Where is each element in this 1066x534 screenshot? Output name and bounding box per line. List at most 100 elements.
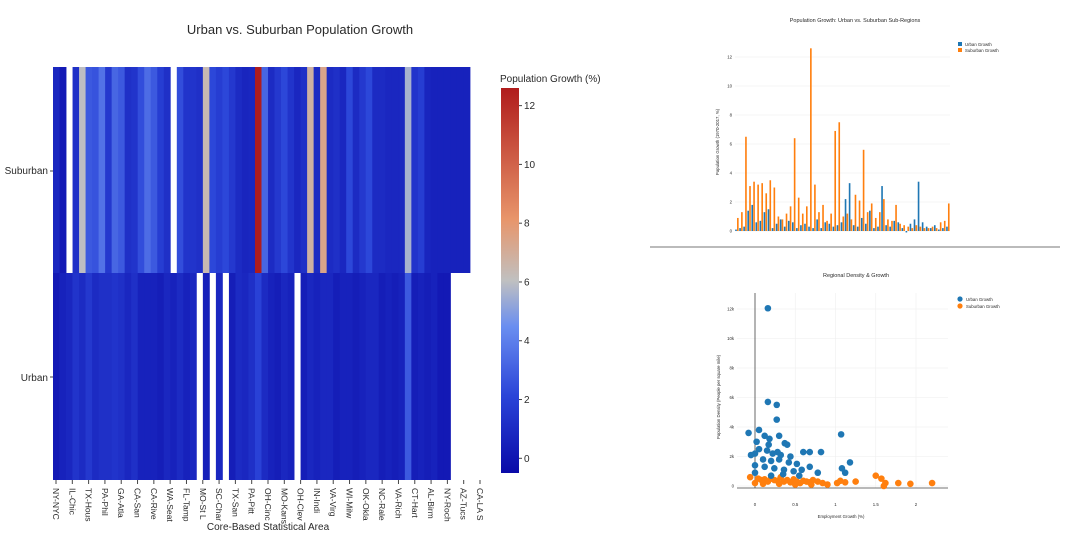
heatmap-cell-suburban xyxy=(137,67,145,273)
bar-urban xyxy=(812,228,814,231)
heatmap-cell-suburban xyxy=(183,67,191,273)
scatter-point-suburban xyxy=(880,482,888,490)
bar-suburban xyxy=(793,138,796,231)
bar-urban xyxy=(856,226,859,231)
heatmap-cell-urban xyxy=(443,273,451,480)
scatter-point-suburban xyxy=(751,479,759,487)
scatter-point-urban xyxy=(785,459,793,466)
heatmap-cell-urban xyxy=(150,273,158,480)
bar-urban xyxy=(901,228,904,231)
heatmap-cell-urban xyxy=(274,273,282,480)
colorbar-tick-label: 12 xyxy=(524,101,536,112)
scatter-point-suburban xyxy=(775,480,783,488)
colorbar-tick-label: 8 xyxy=(524,219,530,230)
heatmap-x-tick-label: NY-NYC xyxy=(51,488,61,520)
scatter-y-tick-label: 10k xyxy=(727,336,735,341)
bar-chart: Population Growth: Urban vs. Suburban Su… xyxy=(715,18,999,234)
heatmap-x-tick-label: CA-San xyxy=(133,488,143,518)
heatmap-cell-suburban xyxy=(437,67,445,273)
row-label-urban: Urban xyxy=(21,373,48,384)
heatmap-cell-urban xyxy=(313,273,321,480)
bar-suburban xyxy=(810,48,812,231)
heatmap-cell-urban xyxy=(105,273,113,480)
heatmap-cell-suburban xyxy=(294,67,301,273)
heatmap-x-tick-label: CT-Hart xyxy=(410,488,420,518)
scatter-point-urban xyxy=(795,472,803,479)
heatmap-cell-urban xyxy=(176,273,184,480)
bar-y-tick-label: 8 xyxy=(730,113,733,118)
heatmap-chart: Urban vs. Suburban Population Growth Sub… xyxy=(5,22,601,533)
heatmap-cell-suburban xyxy=(333,67,341,273)
heatmap-x-tick-label: OH-Clev xyxy=(296,488,306,521)
bar-urban xyxy=(921,222,924,231)
scatter-point-suburban xyxy=(746,473,754,481)
heatmap-x-tick-label: MO-St L xyxy=(198,488,208,520)
legend-swatch-urban xyxy=(958,42,962,46)
bar-suburban xyxy=(935,228,938,231)
scatter-point-urban xyxy=(798,466,805,474)
bar-suburban xyxy=(789,206,792,231)
heatmap-x-tick-label: VA-Virg xyxy=(328,488,338,517)
heatmap-cell-suburban xyxy=(365,67,373,273)
heatmap-cell-urban xyxy=(241,273,249,480)
bar-urban xyxy=(755,222,758,231)
heatmap-cell-suburban xyxy=(150,67,158,273)
bar-urban xyxy=(816,219,818,231)
scatter-point-suburban xyxy=(841,479,849,486)
heatmap-x-tick-label: IL-Chic xyxy=(67,488,77,516)
heatmap-cell-urban xyxy=(248,273,256,480)
bar-y-tick-label: 2 xyxy=(730,200,733,205)
scatter-point-suburban xyxy=(907,480,914,488)
bar-urban xyxy=(751,204,754,231)
bar-suburban xyxy=(943,220,946,231)
bar-suburban xyxy=(838,122,841,231)
legend-label-urban: Urban Growth xyxy=(965,42,992,47)
bar-suburban xyxy=(757,184,759,231)
bar-suburban xyxy=(850,219,853,231)
heatmap-cell-suburban xyxy=(131,67,139,273)
scatter-chart: Regional Density & Growth Population Den… xyxy=(716,273,1000,519)
heatmap-row-labels: Suburban Urban xyxy=(5,166,53,384)
legend-label-suburban: Suburban Growth xyxy=(965,48,999,53)
bar-urban xyxy=(865,223,867,231)
heatmap-x-tick-label: NY-Roch xyxy=(442,488,452,522)
scatter-x-tick-label: 0.5 xyxy=(792,502,799,507)
scatter-y-tick-label: 6k xyxy=(729,395,734,400)
heatmap-cell-suburban xyxy=(404,67,412,273)
colorbar-ticks: 0 2 4 6 8 10 12 xyxy=(519,101,536,465)
scatter-point-urban xyxy=(764,304,772,312)
heatmap-cell-urban xyxy=(365,273,373,480)
scatter-point-urban xyxy=(755,445,763,453)
heatmap-cell-suburban xyxy=(85,67,93,273)
heatmap-cell-suburban xyxy=(59,67,67,273)
scatter-point-suburban xyxy=(928,479,936,487)
heatmap-cell-urban xyxy=(228,273,236,480)
bar-urban xyxy=(929,228,932,231)
scatter-x-tick-label: 1.5 xyxy=(873,502,880,507)
heatmap-cell-urban xyxy=(98,273,106,480)
heatmap-cell-suburban xyxy=(235,67,243,273)
heatmap-cell-urban xyxy=(326,273,334,480)
scatter-point-urban xyxy=(814,469,822,477)
heatmap-cell-urban xyxy=(215,273,223,480)
heatmap-cell-urban xyxy=(346,273,354,480)
heatmap-cell-urban xyxy=(163,273,171,480)
bar-suburban xyxy=(862,149,865,231)
bar-suburban xyxy=(834,130,837,231)
bar-urban xyxy=(852,225,855,231)
heatmap-cell-urban xyxy=(137,273,145,480)
scatter-point-urban xyxy=(745,429,752,437)
scatter-point-urban xyxy=(753,438,760,446)
bar-suburban xyxy=(830,213,832,231)
colorbar-tick-label: 6 xyxy=(524,277,530,288)
scatter-point-urban xyxy=(761,432,768,440)
heatmap-cell-suburban xyxy=(202,67,210,273)
scatter-point-urban xyxy=(767,472,775,479)
bar-suburban xyxy=(939,222,942,231)
scatter-point-urban xyxy=(837,431,845,438)
heatmap-x-tick-label: FL-Tamp xyxy=(181,488,191,522)
bar-urban xyxy=(946,226,948,231)
colorbar xyxy=(501,88,519,473)
scatter-point-urban xyxy=(773,416,781,423)
